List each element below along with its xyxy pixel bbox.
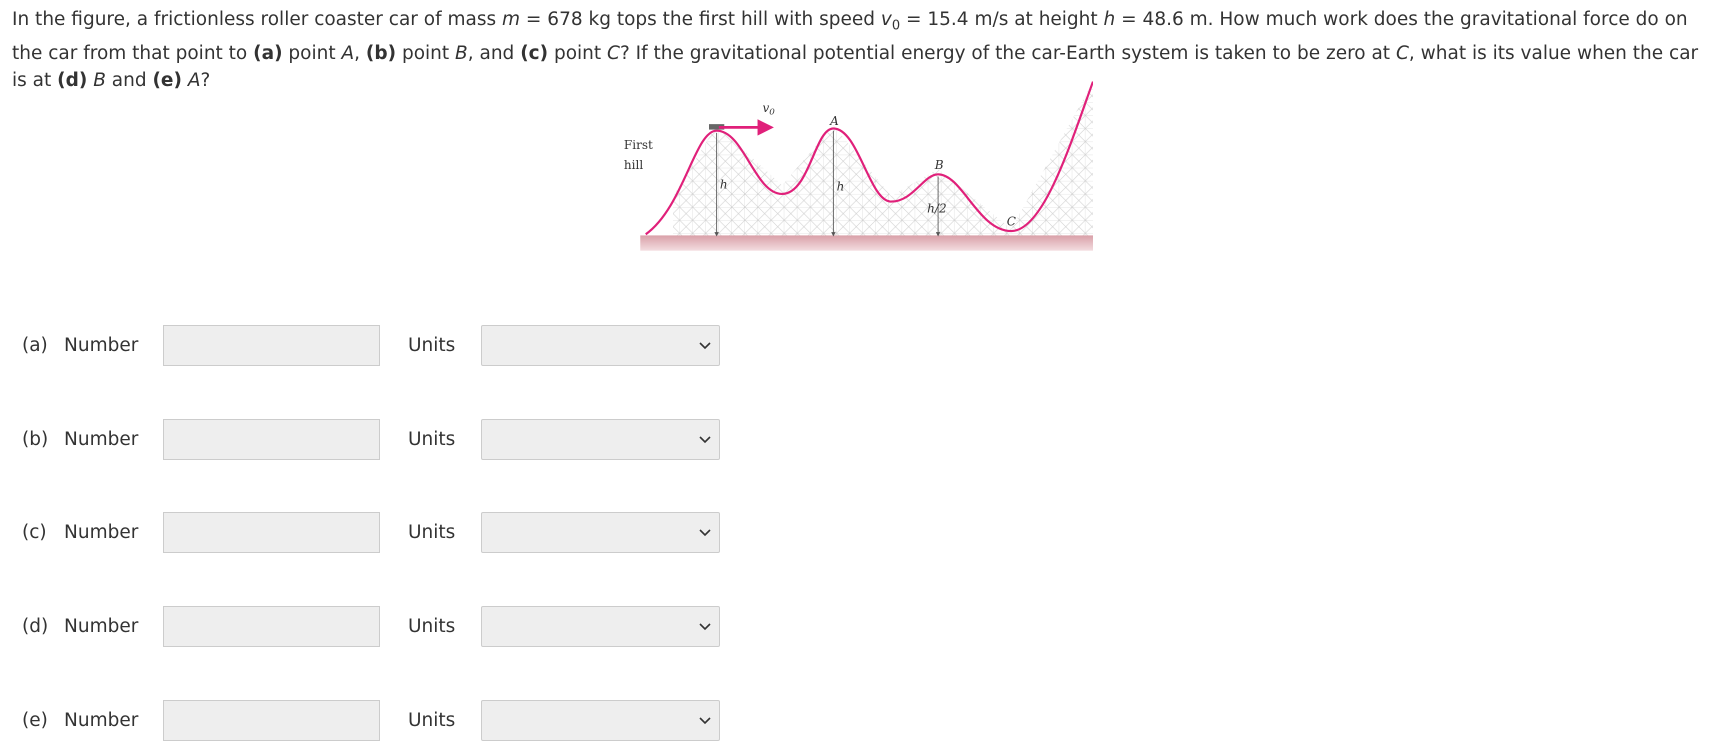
- units-label: Units: [408, 616, 456, 637]
- chevron: [699, 717, 711, 725]
- units-select[interactable]: [481, 606, 720, 647]
- number-label: Number: [64, 335, 139, 356]
- label: First: [624, 138, 653, 152]
- label: h: [837, 180, 845, 194]
- track: [645, 81, 1093, 236]
- chevron: [699, 529, 711, 537]
- number-input[interactable]: [163, 419, 380, 460]
- answer-row: (e) Number Units: [0, 700, 760, 741]
- car: [709, 124, 725, 130]
- answer-row: (c) Number Units: [0, 512, 760, 553]
- number-input[interactable]: [163, 700, 380, 741]
- label: h: [720, 178, 728, 192]
- answer-row: (d) Number Units: [0, 606, 760, 647]
- units-label: Units: [408, 429, 456, 450]
- units-select[interactable]: [481, 325, 720, 366]
- part-label: (e): [22, 710, 48, 731]
- question-text: In the figure, a frictionless roller coa…: [12, 9, 1699, 91]
- units-label: Units: [408, 710, 456, 731]
- number-input[interactable]: [163, 325, 380, 366]
- number-label: Number: [64, 522, 139, 543]
- units-select[interactable]: [481, 419, 720, 460]
- units-label: Units: [408, 522, 456, 543]
- height-arrows: [714, 130, 941, 237]
- label: hill: [624, 158, 643, 172]
- chevron: [699, 436, 711, 444]
- number-input[interactable]: [163, 512, 380, 553]
- part-label: (c): [22, 522, 47, 543]
- answer-row: (a) Number Units: [0, 325, 760, 366]
- ground: [640, 235, 1093, 251]
- label: h/2: [927, 202, 946, 216]
- part-label: (b): [22, 429, 49, 450]
- label: C: [1007, 215, 1016, 229]
- chevron: [699, 342, 711, 350]
- label: v0: [762, 101, 775, 117]
- scaffold: [673, 81, 1093, 240]
- number-input[interactable]: [163, 606, 380, 647]
- answer-row: (b) Number Units: [0, 419, 760, 460]
- number-label: Number: [64, 429, 139, 450]
- label: A: [829, 114, 839, 128]
- number-label: Number: [64, 616, 139, 637]
- units-select[interactable]: [481, 700, 720, 741]
- part-label: (d): [22, 616, 49, 637]
- number-label: Number: [64, 710, 139, 731]
- chevron: [699, 623, 711, 631]
- roller-coaster-figure: First hill h h A B h/2 C v0: [624, 81, 1093, 251]
- units-select[interactable]: [481, 512, 720, 553]
- units-label: Units: [408, 335, 456, 356]
- label: B: [934, 158, 944, 172]
- part-label: (a): [22, 335, 48, 356]
